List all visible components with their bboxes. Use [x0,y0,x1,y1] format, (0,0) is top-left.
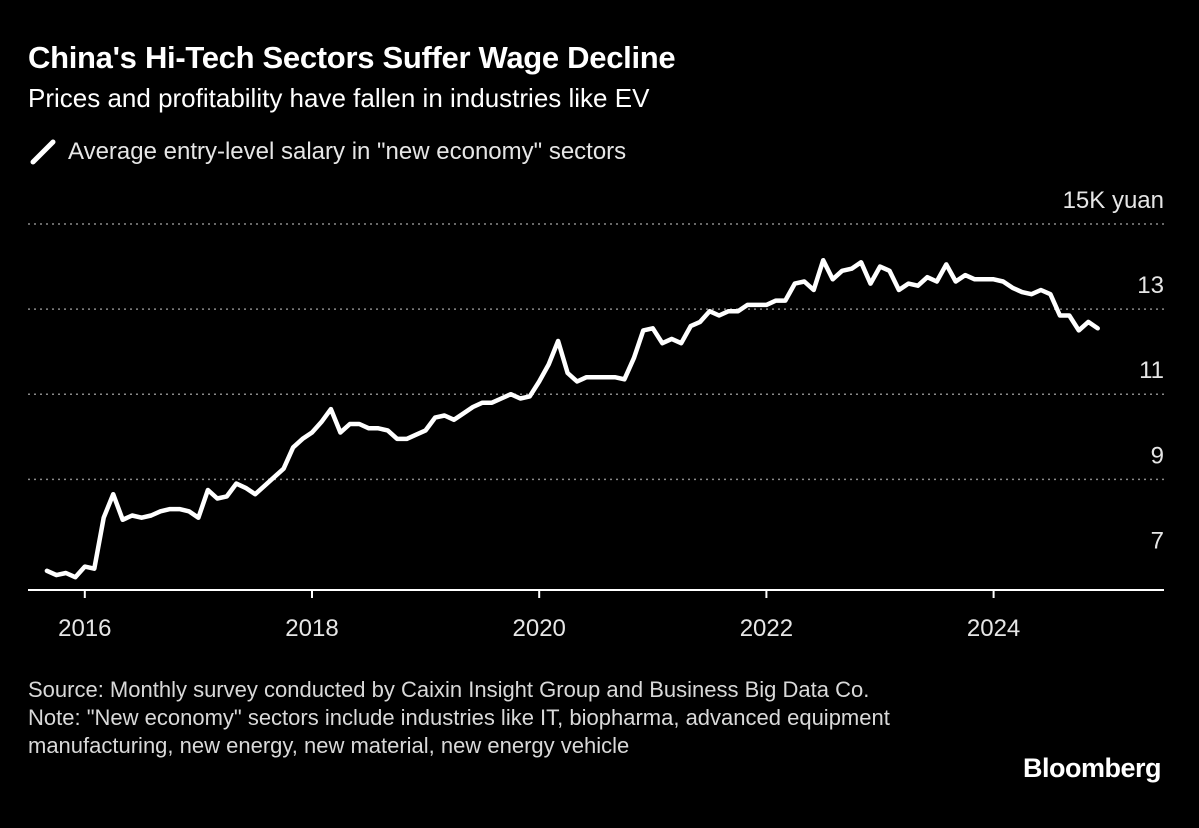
y-tick-label: 11 [1139,357,1164,384]
x-tick-label: 2018 [285,615,338,642]
legend: Average entry-level salary in "new econo… [30,138,626,166]
legend-label: Average entry-level salary in "new econo… [68,138,627,165]
y-tick-label: 9 [1151,442,1164,469]
chart-subtitle: Prices and profitability have fallen in … [28,83,650,113]
x-tick-label: 2016 [58,615,111,642]
chart-title: China's Hi-Tech Sectors Suffer Wage Decl… [28,40,676,75]
footer: Source: Monthly survey conducted by Caix… [28,676,968,760]
series-group [44,257,1100,580]
y-tick-label: 15K yuan [1063,187,1164,214]
x-axis: 2016 2018 2020 2022 2024 [28,589,1164,642]
y-axis: 15K yuan 13 11 9 7 [1063,187,1164,554]
legend-line-swatch [30,139,56,165]
y-tick-label: 13 [1137,272,1164,299]
source-note: Source: Monthly survey conducted by Caix… [28,677,870,702]
definition-note: Note: "New economy" sectors include indu… [28,705,890,758]
series-line [44,257,1100,580]
x-tick-label: 2022 [740,615,793,642]
gridlines [28,223,1164,481]
x-tick-label: 2020 [513,615,566,642]
bloomberg-logo: Bloomberg [1022,753,1162,783]
x-tick-label: 2024 [967,615,1020,642]
y-tick-label: 7 [1151,527,1164,554]
